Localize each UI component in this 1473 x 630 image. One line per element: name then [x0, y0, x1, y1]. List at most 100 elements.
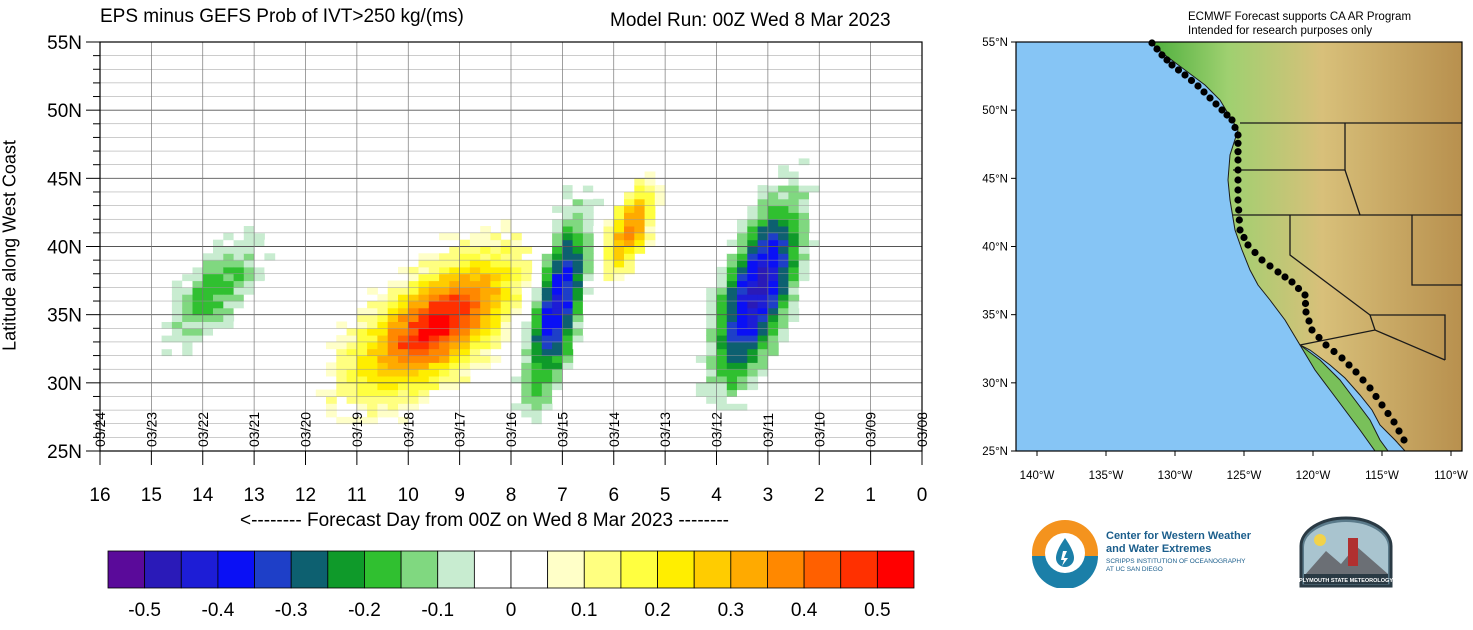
heat-cell [398, 416, 409, 425]
heat-cell [572, 185, 584, 193]
heat-cell [572, 253, 584, 261]
colorbar-label: 0.5 [864, 600, 890, 621]
heat-cell [634, 232, 646, 241]
heat-cell [377, 382, 389, 391]
heat-cell [387, 314, 399, 322]
heat-cell [582, 178, 594, 186]
heat-cell [767, 232, 779, 241]
heat-cell [469, 348, 481, 357]
heat-cell [767, 362, 779, 370]
heat-cell [202, 314, 214, 322]
heat-cell [408, 341, 419, 350]
heat-cell [500, 287, 512, 295]
heat-cell [439, 307, 450, 316]
heat-cell [511, 301, 522, 309]
heat-cell [233, 280, 245, 288]
heat-cell [480, 294, 491, 302]
y-tick-label: 35N [47, 306, 82, 327]
heat-cell [788, 151, 800, 159]
heat-cell [213, 294, 224, 302]
heat-cell [480, 321, 491, 329]
colorbar-swatch [693, 550, 732, 589]
heat-cell [757, 314, 769, 322]
heat-cell [346, 416, 358, 425]
heat-cell [767, 266, 779, 275]
heat-cell [521, 260, 533, 268]
colorbar-label: -0.4 [202, 600, 235, 621]
heat-cell [613, 219, 625, 227]
heat-cell [767, 294, 779, 302]
heat-cell [202, 301, 214, 309]
heat-cell [706, 321, 717, 329]
heat-cell [459, 328, 471, 336]
date-label: 03/20 [298, 412, 314, 447]
heat-cell [716, 287, 728, 295]
heat-cell [377, 307, 389, 316]
heat-cell [449, 369, 461, 377]
heat-cell [428, 369, 440, 377]
heat-cell [192, 301, 204, 309]
heat-cell [428, 273, 440, 282]
heat-cell [202, 266, 214, 275]
chart-title: EPS minus GEFS Prob of IVT>250 kg/(ms) [100, 6, 464, 27]
heat-cell [716, 382, 728, 391]
heat-cell [582, 198, 594, 207]
heat-cell [418, 294, 430, 302]
heat-cell [367, 403, 378, 411]
heat-cell [562, 185, 574, 193]
heat-cell [531, 321, 543, 329]
heat-cell [531, 389, 543, 397]
heat-cell [387, 362, 399, 370]
heat-cell [809, 178, 820, 186]
heat-cell [788, 307, 800, 316]
heat-cell [367, 321, 378, 329]
heat-cell [624, 192, 635, 200]
heat-cell [644, 219, 656, 227]
heat-cell [737, 232, 748, 241]
x-tick-label: 3 [763, 485, 774, 506]
heat-cell [367, 382, 378, 391]
cw3e-line1: Center for Western Weather [1106, 530, 1252, 542]
heat-cell [747, 273, 759, 282]
heat-cell [377, 294, 389, 302]
heat-cell [582, 185, 594, 193]
heat-cell [624, 219, 635, 227]
heat-cell [778, 185, 789, 193]
heat-cell [767, 376, 779, 384]
heat-cell [439, 253, 450, 261]
heat-cell [254, 246, 265, 254]
heat-cell [171, 301, 183, 309]
colorbar-swatch [180, 550, 219, 589]
heat-cell [243, 260, 255, 268]
heat-cell [171, 321, 183, 329]
heat-cell [726, 348, 738, 357]
heat-cell [233, 287, 245, 295]
heat-cell [562, 260, 574, 268]
heat-cell [788, 321, 800, 329]
heat-cell [161, 362, 173, 370]
x-tick-label: 7 [557, 485, 568, 506]
heat-cell [757, 294, 769, 302]
heat-cell [428, 307, 440, 316]
heat-cell [459, 376, 471, 384]
heat-cell [757, 280, 769, 288]
heat-cell [398, 341, 409, 350]
heat-cell [213, 321, 224, 329]
heat-cell [541, 376, 553, 384]
colorbar-swatch [473, 550, 512, 589]
heat-cell [747, 198, 759, 207]
map-note-line2: Intended for research purposes only [1188, 25, 1373, 37]
heat-cell [706, 328, 717, 336]
heat-cell [449, 335, 461, 343]
heat-cell [213, 253, 224, 261]
heat-cell [706, 376, 717, 384]
heat-cell [408, 266, 419, 275]
heat-cell [192, 321, 204, 329]
heat-cell [490, 321, 502, 329]
heat-cell [757, 389, 769, 397]
heat-cell [500, 335, 512, 343]
heat-cell [233, 232, 245, 241]
heat-cell [233, 239, 245, 247]
heat-cell [706, 341, 717, 350]
heat-cell [757, 273, 769, 282]
